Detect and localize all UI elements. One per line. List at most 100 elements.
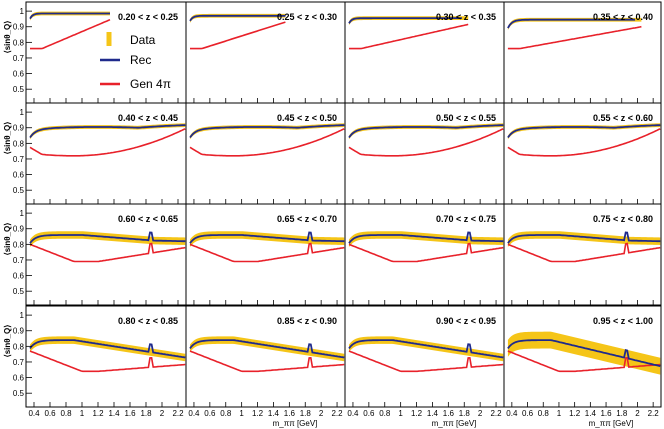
x-axis-label: m_ππ [GeV] [273,419,318,428]
y-tick-label: 0.7 [13,358,25,367]
panel-label: 0.20 < z < 0.25 [118,12,178,22]
gen-line [190,21,286,50]
gen-line [29,128,186,157]
x-tick-label: 0.6 [44,409,56,418]
y-tick-label: 0.8 [13,342,25,351]
x-tick-label: 1.2 [92,409,104,418]
y-tick-label: 1 [20,7,25,16]
panel-label: 0.70 < z < 0.75 [436,214,496,224]
panel-frame [344,203,505,306]
y-tick-label: 0.9 [13,225,25,234]
legend: Data Rec Gen 4π [100,32,171,91]
y-tick-label: 0.5 [13,287,25,296]
y-tick-label: 0.9 [13,23,25,32]
gen-line [189,128,345,157]
panel-frame [503,203,662,306]
y-tick-label: 0.6 [13,272,25,281]
x-axis-label: m_ππ [GeV] [589,419,634,428]
y-tick-label: 0.9 [13,327,25,336]
y-tick-label: 0.9 [13,124,25,133]
y-tick-label: 1 [20,209,25,218]
x-tick-label: 1 [398,409,403,418]
panel-label: 0.60 < z < 0.65 [118,214,178,224]
rec-line [29,124,186,139]
panel: 0.55 < z < 0.60 [503,102,662,205]
panel-frame [25,203,187,306]
rec-line [29,12,110,20]
x-tick-label: 0.4 [28,409,40,418]
gen-line [189,350,345,373]
x-tick-label: 0.4 [347,409,359,418]
x-tick-label: 1.8 [140,409,152,418]
rec-line [507,18,636,29]
gen-line [507,25,642,50]
gen-line [29,242,186,263]
panel: 0.20 < z < 0.25 0.5 0.6 0.7 0.8 0.9 1 ⟨sinθ_Q⟩ [3,1,187,104]
x-tick-label: 1.4 [427,409,439,418]
legend-rec-label: Rec [130,53,151,67]
panel-frame [25,1,187,104]
y-tick-label: 0.5 [13,85,25,94]
panel-label: 0.40 < z < 0.45 [118,113,178,123]
gen-line [348,350,504,373]
gen-line [29,350,186,373]
panel: 0.95 < z < 1.00 0.4 0.6 0.8 1 1.2 1.4 1.6 1.8 2 2.… [503,305,662,428]
panel: 0.35 < z < 0.40 [503,1,662,104]
x-tick-label: 0.8 [379,409,391,418]
y-axis-label: ⟨sinθ_Q⟩ [3,223,12,256]
x-tick-label: 0.4 [506,409,518,418]
panel: 0.60 < z < 0.65 0.5 0.6 0.7 0.8 0.9 1 ⟨sinθ_Q⟩ [3,203,187,306]
panel: 0.75 < z < 0.80 [503,203,662,306]
x-tick-label: 1 [239,409,244,418]
panel: 0.90 < z < 0.95 0.4 0.6 0.8 1 1.2 1.4 1.6 1.8 2 2.… [344,305,505,428]
x-tick-label: 0.6 [204,409,216,418]
gen-line [189,242,345,263]
x-tick-label: 1.4 [585,409,597,418]
x-tick-label: 1.6 [124,409,136,418]
x-tick-label: 0.8 [60,409,72,418]
rec-line [189,231,345,244]
panel-label: 0.90 < z < 0.95 [436,316,496,326]
y-axis-label: ⟨sinθ_Q⟩ [3,122,12,155]
y-tick-label: 0.8 [13,38,25,47]
rec-line [348,124,504,139]
gen-line [349,23,469,50]
panel-label: 0.75 < z < 0.80 [593,214,653,224]
panel: 0.85 < z < 0.90 0.4 0.6 0.8 1 1.2 1.4 1.6 1.8 2 2.… [185,305,346,428]
x-tick-label: 2 [478,409,483,418]
x-tick-label: 1.4 [268,409,280,418]
rec-line [189,124,345,139]
rec-line [507,339,661,367]
panel-frame [185,1,346,104]
rec-line [348,17,462,24]
x-tick-label: 1.6 [600,409,612,418]
y-tick-label: 0.5 [13,389,25,398]
panel: 0.45 < z < 0.50 [185,102,346,205]
panel: 0.50 < z < 0.55 [344,102,505,205]
panel-grid: 0.20 < z < 0.250.50.60.70.80.91⟨sinθ_Q⟩0… [3,1,662,428]
x-axis-label: m_ππ [GeV] [432,419,477,428]
x-tick-label: 1 [557,409,562,418]
rec-line [507,124,661,139]
y-tick-label: 0.7 [13,155,25,164]
x-tick-label: 2.2 [490,409,502,418]
data-band [30,336,186,362]
panel: 0.65 < z < 0.70 [185,203,346,306]
x-tick-label: 2.2 [172,409,184,418]
x-tick-label: 0.8 [220,409,232,418]
panel-label: 0.35 < z < 0.40 [593,12,653,22]
panel-label: 0.50 < z < 0.55 [436,113,496,123]
gen-line [507,128,661,157]
x-tick-label: 1.8 [616,409,628,418]
panel-label: 0.45 < z < 0.50 [277,113,337,123]
data-band [507,331,661,375]
x-tick-label: 1.2 [411,409,423,418]
data-band [507,17,642,30]
x-tick-label: 1.8 [459,409,471,418]
data-band [189,336,345,362]
legend-gen-label: Gen 4π [130,77,171,91]
x-tick-label: 1.6 [284,409,296,418]
y-tick-label: 0.7 [13,256,25,265]
x-tick-label: 1.4 [108,409,120,418]
